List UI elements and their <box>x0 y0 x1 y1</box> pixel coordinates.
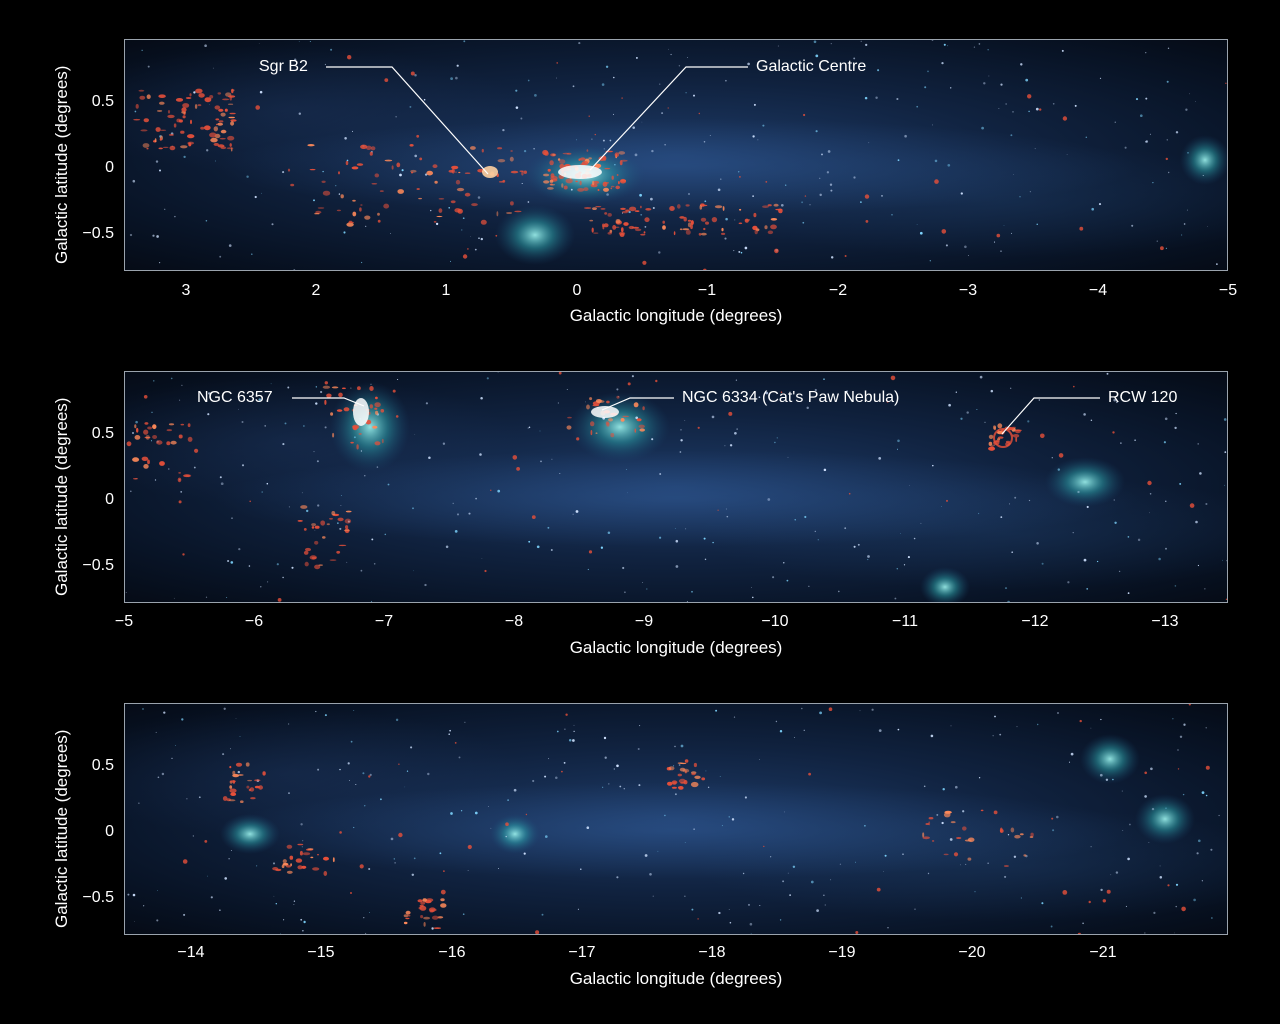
x-axis-title-1: Galactic longitude (degrees) <box>569 306 783 325</box>
sky-map-panel-2 <box>124 371 1228 603</box>
x-tick-3-4: −18 <box>698 944 726 961</box>
sky-map-panel-3 <box>124 703 1228 935</box>
y-tick-2-2: −0.5 <box>82 557 114 574</box>
x-tick-3-1: −15 <box>307 944 335 961</box>
panel-1-features <box>129 40 1227 270</box>
y-tick-3-1: 0 <box>105 823 114 840</box>
x-tick-1-6: −3 <box>958 282 978 299</box>
x-tick-2-1: −6 <box>244 613 264 630</box>
y-tick-3-0: 0.5 <box>91 757 114 774</box>
x-tick-3-2: −16 <box>438 944 466 961</box>
annotation-ngc-6357: NGC 6357 <box>197 389 273 406</box>
x-tick-2-3: −8 <box>504 613 524 630</box>
x-tick-2-0: −5 <box>114 613 134 630</box>
x-tick-1-4: −1 <box>697 282 717 299</box>
y-tick-1-1: 0 <box>105 159 114 176</box>
annotation-ngc-6334: NGC 6334 (Cat's Paw Nebula) <box>682 389 900 406</box>
x-tick-1-1: 2 <box>311 282 321 299</box>
y-tick-1-2: −0.5 <box>82 225 114 242</box>
annotation-galactic-centre: Galactic Centre <box>756 58 867 75</box>
x-tick-1-5: −2 <box>828 282 848 299</box>
annotation-sgr-b2: Sgr B2 <box>259 58 308 75</box>
x-tick-1-0: 3 <box>181 282 191 299</box>
panel-3-features <box>127 704 1220 934</box>
x-tick-2-7: −12 <box>1021 613 1049 630</box>
y-tick-3-2: −0.5 <box>82 889 114 906</box>
x-tick-3-7: −21 <box>1089 944 1117 961</box>
x-tick-2-4: −9 <box>634 613 654 630</box>
y-tick-1-0: 0.5 <box>91 93 114 110</box>
x-tick-2-5: −10 <box>761 613 789 630</box>
panel-2-features <box>125 372 1227 602</box>
x-tick-3-5: −19 <box>828 944 856 961</box>
y-tick-2-0: 0.5 <box>91 425 114 442</box>
y-tick-2-1: 0 <box>105 491 114 508</box>
x-axis-title-2: Galactic longitude (degrees) <box>569 638 783 657</box>
x-tick-3-0: −14 <box>177 944 205 961</box>
x-tick-2-2: −7 <box>374 613 394 630</box>
x-tick-3-3: −17 <box>568 944 596 961</box>
x-tick-1-3: 0 <box>572 282 582 299</box>
x-axis-title-3: Galactic longitude (degrees) <box>569 969 783 988</box>
x-tick-1-7: −4 <box>1088 282 1108 299</box>
x-tick-3-6: −20 <box>958 944 986 961</box>
x-tick-1-8: −5 <box>1218 282 1238 299</box>
x-tick-2-6: −11 <box>892 613 918 630</box>
annotation-rcw-120: RCW 120 <box>1108 389 1178 406</box>
x-tick-1-2: 1 <box>441 282 451 299</box>
x-tick-2-8: −13 <box>1151 613 1179 630</box>
